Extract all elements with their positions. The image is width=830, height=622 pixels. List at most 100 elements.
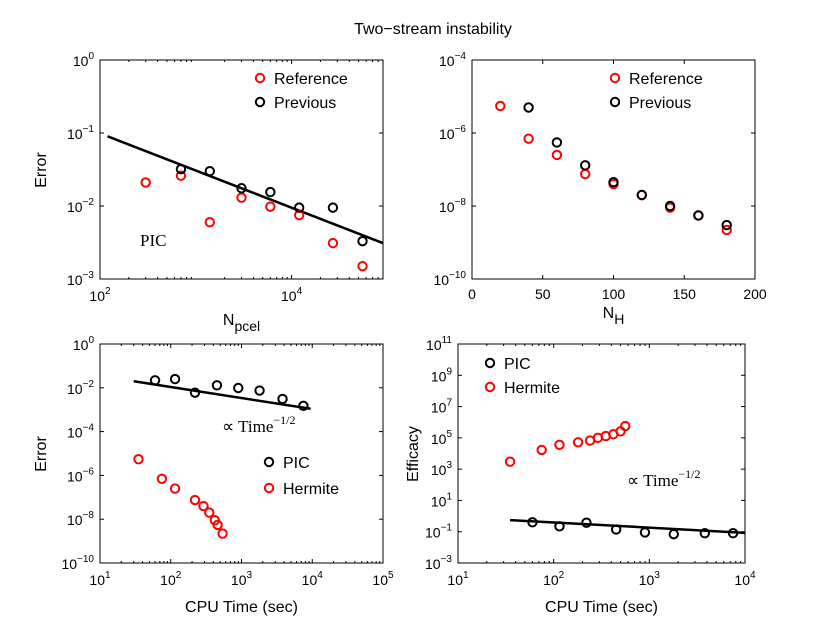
annotation: ∝ Time−1/2 xyxy=(627,467,700,490)
y-tick-label: 10−6 xyxy=(439,124,466,142)
legend-label: PIC xyxy=(283,455,310,472)
data-point xyxy=(327,202,339,213)
legend-label: Previous xyxy=(629,95,691,112)
x-tick-label: 102 xyxy=(160,570,182,588)
x-tick-label: 0 xyxy=(468,286,476,302)
data-point xyxy=(133,453,144,465)
x-tick-label: 102 xyxy=(89,286,111,304)
data-point xyxy=(620,420,631,432)
y-tick-label: 103 xyxy=(431,460,453,478)
data-point xyxy=(664,200,676,212)
data-point xyxy=(236,183,247,194)
x-axis-label: Npcel xyxy=(223,312,260,334)
data-point xyxy=(204,165,215,177)
data-point xyxy=(233,382,244,394)
y-tick-label: 10−4 xyxy=(439,51,466,69)
data-point xyxy=(581,517,592,528)
panel-top-left: 102 104 10−3 10−2 10−1 100 Error Npcel PIC Refere… xyxy=(33,51,384,334)
legend-label: Reference xyxy=(629,71,703,88)
x-tick-label: 104 xyxy=(734,570,756,588)
series-pic xyxy=(527,517,739,540)
data-point xyxy=(721,219,732,231)
legend-marker xyxy=(254,72,266,84)
x-tick-label: 105 xyxy=(372,570,394,588)
axes-box xyxy=(457,343,746,564)
legend-label: Reference xyxy=(274,71,348,88)
data-point xyxy=(580,160,591,171)
y-tick-label: 10−10 xyxy=(61,554,94,572)
data-point xyxy=(236,192,247,203)
data-point xyxy=(610,524,622,535)
x-tick-label: 104 xyxy=(302,570,324,588)
data-point xyxy=(298,400,309,412)
legend-label: Hermite xyxy=(504,380,560,397)
data-point xyxy=(636,189,647,201)
data-point xyxy=(523,102,534,113)
data-point xyxy=(357,235,368,247)
x-axis-label: CPU Time (sec) xyxy=(185,599,298,616)
series-previous xyxy=(175,163,368,247)
data-point xyxy=(608,176,619,188)
legend-label: PIC xyxy=(504,356,531,373)
legend-marker xyxy=(484,357,496,369)
y-tick-label: 10−1 xyxy=(67,124,94,142)
data-point xyxy=(198,500,209,512)
data-point xyxy=(523,133,534,144)
series-reference xyxy=(495,100,732,236)
data-point xyxy=(293,202,305,213)
y-tick-label: 10−2 xyxy=(67,197,94,215)
data-point xyxy=(189,387,201,398)
x-tick-label: 103 xyxy=(231,570,253,588)
y-tick-label: 109 xyxy=(431,366,453,384)
panel-bottom-left: 101 102 103 104 105 10−10 10−8 10−6 10−4 10−2 100 E… xyxy=(33,335,394,616)
data-point xyxy=(189,494,201,506)
y-tick-label: 10−3 xyxy=(425,554,452,572)
legend-marker xyxy=(263,456,275,468)
series-hermite xyxy=(133,453,228,539)
data-point xyxy=(265,186,276,198)
series-hermite xyxy=(504,420,631,467)
y-axis-label: Error xyxy=(33,152,50,188)
data-point xyxy=(265,201,276,212)
legend-marker xyxy=(609,72,621,84)
y-tick-label: 10−8 xyxy=(439,197,466,215)
data-point xyxy=(693,210,704,221)
legend: PIC Hermite xyxy=(263,455,339,498)
legend: Reference Previous xyxy=(254,71,348,112)
fit-line xyxy=(509,518,746,535)
y-tick-label: 1011 xyxy=(426,335,452,353)
data-point xyxy=(668,528,679,540)
data-point xyxy=(175,163,187,175)
data-point xyxy=(572,437,584,448)
data-point xyxy=(175,170,187,181)
panel-bottom-right: 101 102 103 104 10−3 10−1 101 103 105 107 109 1011 E… xyxy=(405,335,756,616)
data-point xyxy=(554,439,565,450)
fit-line xyxy=(133,379,311,411)
data-point xyxy=(495,100,506,112)
y-tick-label: 10−8 xyxy=(67,510,94,528)
data-point xyxy=(156,473,168,484)
data-point xyxy=(504,456,516,467)
data-point xyxy=(169,483,181,494)
y-tick-label: 10−2 xyxy=(67,379,94,397)
annotation: PIC xyxy=(140,231,166,250)
legend-marker xyxy=(609,96,621,108)
legend: Reference Previous xyxy=(609,71,703,112)
data-point xyxy=(527,517,538,528)
data-point xyxy=(327,237,339,249)
axes-box xyxy=(99,343,384,564)
data-point xyxy=(212,519,223,531)
y-axis-label: Efficacy xyxy=(405,426,422,482)
data-point xyxy=(149,375,161,386)
x-tick-label: 150 xyxy=(673,286,697,302)
x-tick-label: 101 xyxy=(89,570,111,588)
y-tick-label: 100 xyxy=(73,335,95,353)
data-point xyxy=(140,177,151,188)
x-tick-label: 50 xyxy=(535,286,551,302)
data-point xyxy=(204,507,215,518)
y-tick-label: 107 xyxy=(431,398,453,416)
x-tick-label: 104 xyxy=(281,286,303,304)
annotation: ∝ Time−1/2 xyxy=(222,413,295,436)
legend-marker xyxy=(263,482,275,494)
data-point xyxy=(721,224,732,236)
